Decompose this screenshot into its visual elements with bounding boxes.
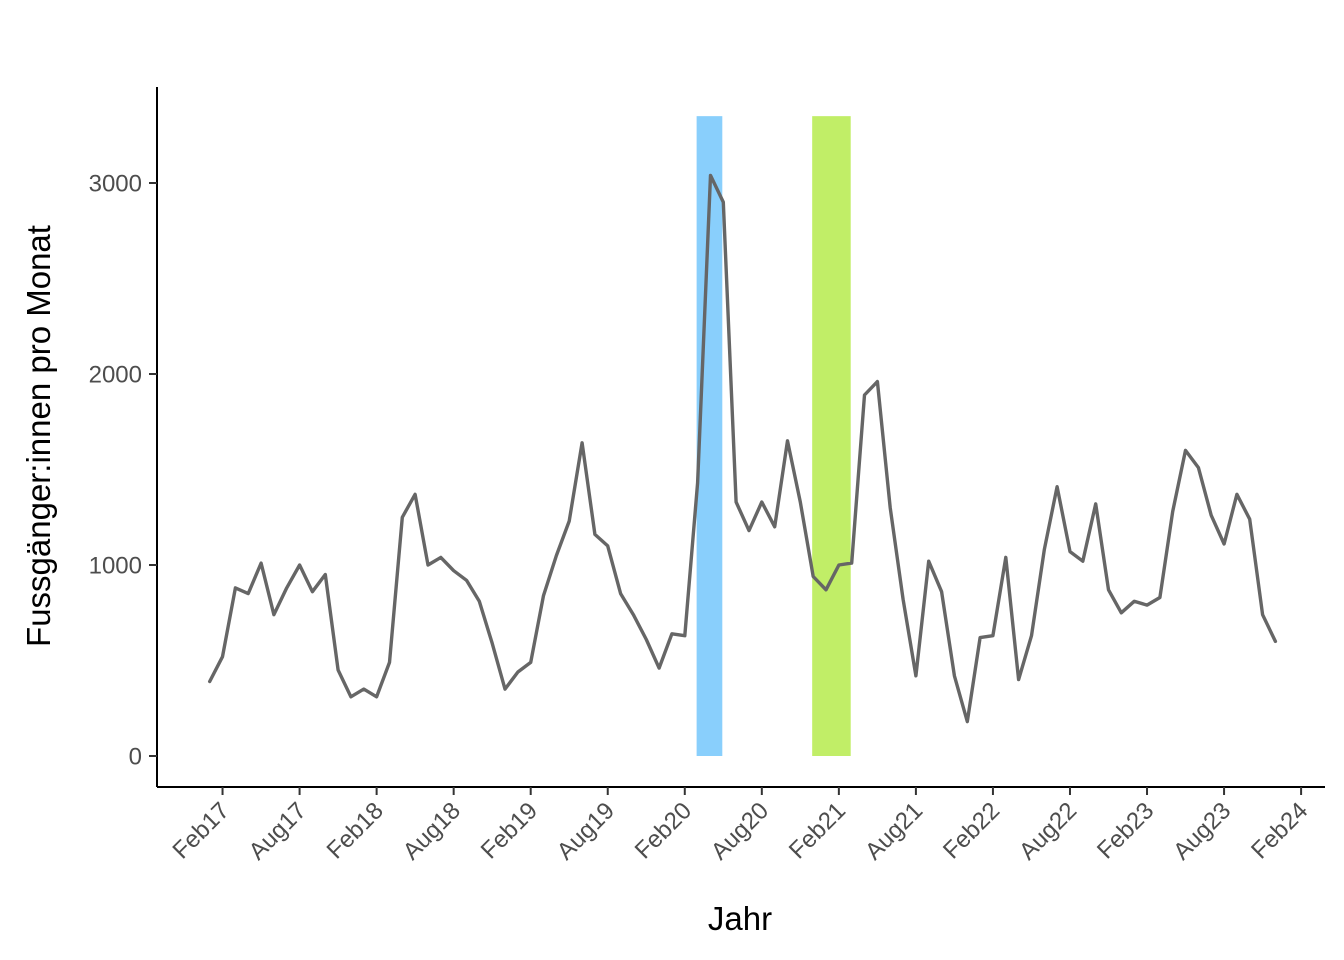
- x-tick-label: Aug19: [552, 797, 620, 865]
- y-tick-label: 2000: [89, 362, 142, 389]
- x-tick-label: Feb23: [1092, 797, 1159, 864]
- x-axis-title: Jahr: [708, 900, 772, 937]
- series-layer: [207, 173, 1278, 724]
- x-tick-label: Feb22: [938, 797, 1005, 864]
- x-tick-label: Feb24: [1246, 797, 1313, 864]
- highlight-bands: [696, 116, 851, 756]
- x-tick-label: Aug23: [1168, 797, 1236, 865]
- y-tick-label: 3000: [89, 171, 142, 198]
- x-tick-label: Feb19: [476, 797, 543, 864]
- x-tick-label: Feb20: [630, 797, 697, 864]
- x-tick-label: Aug20: [706, 797, 774, 865]
- y-tick-label: 1000: [89, 553, 142, 580]
- x-tick-label: Aug17: [244, 797, 312, 865]
- y-axis-title: Fussgänger:innen pro Monat: [20, 225, 57, 647]
- x-axis-ticks: Feb17 Aug17 Feb18 Aug18 Feb19 Aug19 Feb20 Aug20…: [168, 787, 1313, 865]
- y-tick-label: 0: [129, 744, 142, 771]
- highlight-band-2: [812, 116, 851, 756]
- y-axis-ticks: 0 1000 2000 3000: [89, 171, 157, 771]
- x-tick-label: Feb21: [784, 797, 851, 864]
- x-tick-label: Feb18: [322, 797, 389, 864]
- x-tick-label: Aug22: [1014, 797, 1082, 865]
- x-tick-label: Aug21: [860, 797, 928, 865]
- x-tick-label: Feb17: [168, 797, 235, 864]
- x-tick-label: Aug18: [398, 797, 466, 865]
- series-line-1: [207, 173, 1278, 724]
